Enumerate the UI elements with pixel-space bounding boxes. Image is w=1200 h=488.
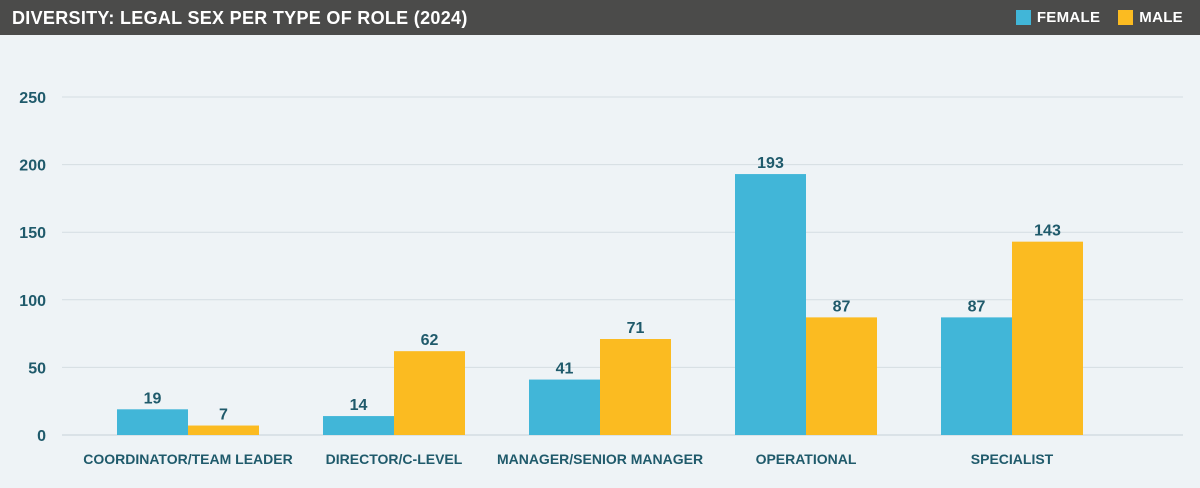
bar-male (806, 317, 877, 435)
legend: FEMALE MALE (998, 0, 1183, 35)
bar-male (600, 339, 671, 435)
y-tick-label: 200 (19, 158, 46, 175)
y-tick-label: 150 (19, 225, 46, 242)
data-label: 62 (421, 332, 439, 349)
y-tick-label: 100 (19, 293, 46, 310)
data-label: 41 (556, 361, 574, 378)
bar-female (323, 416, 394, 435)
bar-female (735, 174, 806, 435)
y-tick-label: 50 (28, 360, 46, 377)
bar-male (394, 351, 465, 435)
legend-item-male: MALE (1118, 9, 1183, 26)
legend-label-female: FEMALE (1036, 9, 1101, 26)
data-label: 87 (833, 298, 851, 315)
x-tick-label: COORDINATOR/TEAM LEADER (83, 451, 292, 467)
x-tick-label: SPECIALIST (971, 451, 1054, 467)
bar-female (941, 317, 1012, 435)
chart-title: DIVERSITY: LEGAL SEX PER TYPE OF ROLE (2… (12, 8, 468, 28)
data-label: 193 (757, 155, 784, 172)
data-label: 143 (1034, 223, 1061, 240)
x-tick-label: MANAGER/SENIOR MANAGER (497, 451, 703, 467)
data-label: 19 (144, 390, 162, 407)
bar-female (529, 379, 600, 435)
bar-female (117, 409, 188, 435)
bar-chart: 0 50 100 150 200 250 19 7 COORDINATOR/TEAM LEADE… (19, 90, 1183, 467)
data-label: 87 (968, 298, 986, 315)
x-tick-label: DIRECTOR/C-LEVEL (326, 451, 463, 467)
data-label: 7 (219, 407, 228, 424)
legend-label-male: MALE (1139, 9, 1183, 26)
x-tick-label: OPERATIONAL (756, 451, 857, 467)
y-tick-label: 0 (37, 428, 46, 445)
legend-swatch-male (1118, 10, 1134, 25)
legend-swatch-female (1015, 10, 1031, 25)
bar-male (188, 425, 259, 435)
chart-header: DIVERSITY: LEGAL SEX PER TYPE OF ROLE (2… (0, 0, 1200, 35)
legend-item-female: FEMALE (1015, 9, 1101, 26)
y-tick-label: 250 (19, 90, 46, 107)
data-label: 14 (350, 397, 368, 414)
bar-male (1012, 241, 1083, 435)
data-label: 71 (627, 320, 645, 337)
